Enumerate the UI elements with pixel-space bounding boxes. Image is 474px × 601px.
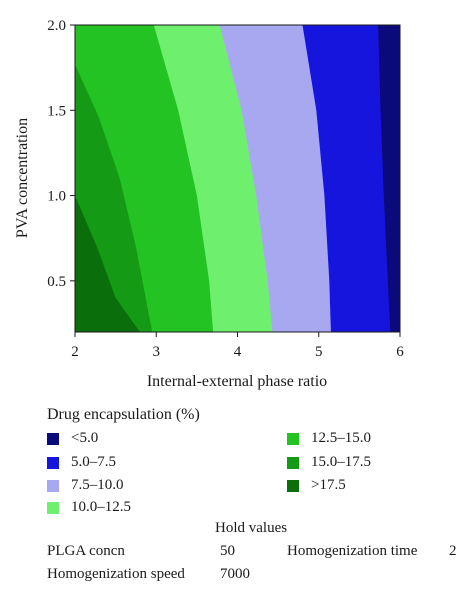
legend-swatch: [47, 479, 59, 492]
hold-plga-value: 50: [220, 543, 235, 559]
legend-item-below-5: <5.0: [47, 428, 98, 448]
x-axis-title: Internal-external phase ratio: [147, 373, 327, 390]
x-tick-label: 2: [71, 344, 79, 360]
region->17.5: [75, 195, 140, 332]
hold-homog-speed-value: 7000: [220, 566, 250, 582]
legend-item-above-17-5: >17.5: [287, 475, 346, 495]
legend-label: >17.5: [311, 477, 346, 493]
legend-item-15-17-5: 15.0–17.5: [287, 452, 371, 472]
legend-item-10-12-5: 10.0–12.5: [47, 497, 131, 517]
x-tick-label: 6: [396, 344, 404, 360]
legend-item-5-7-5: 5.0–7.5: [47, 452, 116, 472]
legend-item-7-5-10: 7.5–10.0: [47, 475, 124, 495]
y-tick-label: 2.0: [47, 18, 66, 34]
x-tick-label: 3: [153, 344, 161, 360]
hold-homog-time-label: Homogenization time: [287, 543, 418, 559]
legend-label: <5.0: [71, 430, 99, 446]
legend-swatch: [287, 456, 299, 469]
legend-label: 12.5–15.0: [311, 430, 371, 446]
hold-plga-label: PLGA concn: [47, 543, 125, 559]
legend-title: Drug encapsulation (%): [47, 406, 200, 423]
legend-label: 10.0–12.5: [71, 499, 131, 515]
axis-ticks: 2 3 4 5 6 0.5 1.0 1.5 2.0: [47, 18, 404, 360]
y-tick-label: 1.0: [47, 189, 66, 205]
legend-swatch: [287, 479, 299, 492]
hold-values-title: Hold values: [215, 520, 288, 536]
hold-homog-time-value: 2: [449, 543, 457, 559]
y-tick-label: 0.5: [47, 274, 66, 290]
contour-chart: 2 3 4 5 6 0.5 1.0 1.5 2.0 Internal-external phas…: [14, 18, 404, 390]
x-tick-label: 4: [234, 344, 242, 360]
legend-swatch: [47, 432, 59, 445]
legend-label: 7.5–10.0: [71, 477, 124, 493]
legend-swatch: [47, 501, 59, 514]
legend-item-12-5-15: 12.5–15.0: [287, 428, 371, 448]
hold-homog-speed-label: Homogenization speed: [47, 566, 185, 582]
contour-regions: [75, 25, 400, 332]
legend-label: 15.0–17.5: [311, 454, 371, 470]
x-tick-label: 5: [315, 344, 323, 360]
legend-label: 5.0–7.5: [71, 454, 116, 470]
legend-swatch: [287, 432, 299, 445]
y-axis-title: PVA concentration: [14, 118, 31, 238]
y-tick-label: 1.5: [47, 103, 66, 119]
legend-swatch: [47, 456, 59, 469]
